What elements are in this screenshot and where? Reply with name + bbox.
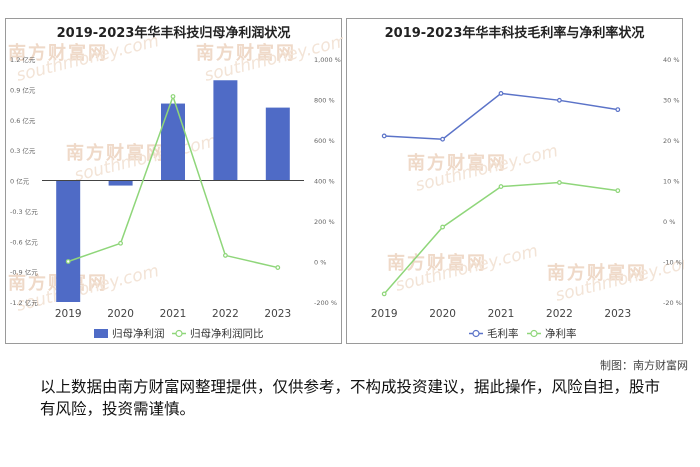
legend-swatch-marker <box>472 329 480 338</box>
line-point <box>381 291 387 297</box>
y-tick-right: 800 % <box>314 97 335 105</box>
y-tick-left: 0 亿元 <box>10 177 30 186</box>
legend-swatch-marker <box>530 329 538 338</box>
x-tick-label: 2023 <box>264 308 291 320</box>
y-tick-right: -10 % <box>663 259 682 267</box>
watermark-brand: 南方财富网 <box>387 252 487 274</box>
line-point <box>498 184 504 189</box>
y-tick-right: -20 % <box>663 299 682 307</box>
watermark-brand: 南方财富网 <box>8 42 108 64</box>
x-tick-label: 2020 <box>429 308 456 320</box>
bar <box>108 180 133 186</box>
bar <box>161 103 185 181</box>
y-tick-right: 30 % <box>663 97 680 105</box>
y-tick-right: 20 % <box>663 137 680 145</box>
y-tick-right: 40 % <box>663 56 680 64</box>
profit-chart-panel: 2019-2023年华丰科技归母净利润状况 南方财富网 southmoney.co… <box>5 18 343 344</box>
margin-chart-panel: 2019-2023年华丰科技毛利率与净利率状况 南方财富网 southmoney.… <box>346 18 684 344</box>
y-tick-right: 400 % <box>314 178 335 186</box>
line-point <box>222 253 228 258</box>
x-tick-label: 2021 <box>160 308 187 320</box>
y-tick-left: -0.3 亿元 <box>10 207 38 216</box>
chart-title: 2019-2023年华丰科技毛利率与净利率状况 <box>384 26 645 41</box>
x-tick-label: 2023 <box>604 308 631 320</box>
y-tick-right: 200 % <box>314 218 335 226</box>
watermark-brand: 南方财富网 <box>66 142 166 164</box>
x-tick-label: 2022 <box>212 308 239 320</box>
legend-label: 净利率 <box>545 327 577 340</box>
line-point <box>65 259 71 264</box>
x-tick-label: 2022 <box>546 308 573 320</box>
line-point <box>381 133 387 139</box>
bar <box>56 180 81 302</box>
chart-title: 2019-2023年华丰科技归母净利润状况 <box>56 26 291 41</box>
bar <box>265 107 290 181</box>
x-tick-label: 2019 <box>55 308 82 320</box>
series-line <box>384 92 618 140</box>
legend-label: 归母净利润同比 <box>190 327 264 340</box>
line-point <box>440 136 445 142</box>
y-tick-right: 600 % <box>314 137 335 145</box>
legend-label: 归母净利润 <box>112 327 165 340</box>
line-point <box>440 224 445 230</box>
legend-label: 毛利率 <box>487 327 519 340</box>
y-tick-right: 10 % <box>663 178 680 186</box>
line-point <box>556 180 562 185</box>
y-tick-left: 0.9 亿元 <box>10 85 36 94</box>
x-tick-label: 2020 <box>107 308 134 320</box>
y-tick-right: 0 % <box>314 259 326 267</box>
y-tick-left: 0.3 亿元 <box>10 146 36 155</box>
line-point <box>498 91 504 96</box>
watermark-brand: 南方财富网 <box>547 262 647 284</box>
chart-credit: 制图：南方财富网 <box>600 359 688 372</box>
line-point <box>275 265 281 270</box>
y-tick-right: 0 % <box>663 218 675 226</box>
legend-swatch-marker <box>175 329 183 338</box>
watermark-brand: 南方财富网 <box>407 152 507 174</box>
disclaimer-text: 以上数据由南方财富网整理提供，仅供参考，不构成投资建议，据此操作，风险自担，股市… <box>40 378 661 418</box>
y-tick-right: 1,000 % <box>314 56 341 64</box>
y-tick-right: -200 % <box>314 299 337 307</box>
y-tick-left: 0.6 亿元 <box>10 116 36 125</box>
legend-swatch-bar <box>94 329 108 338</box>
line-point <box>615 188 621 194</box>
line-point <box>118 240 123 246</box>
watermark-brand: 南方财富网 <box>196 42 296 64</box>
line-point <box>170 94 176 99</box>
x-tick-label: 2019 <box>371 308 398 320</box>
y-tick-left: 1.2 亿元 <box>10 55 36 64</box>
y-tick-left: -0.9 亿元 <box>10 268 38 277</box>
line-point <box>556 97 562 103</box>
line-point <box>615 107 621 113</box>
y-tick-left: -1.2 亿元 <box>10 298 38 307</box>
x-tick-label: 2021 <box>488 308 515 320</box>
bar <box>213 80 238 181</box>
y-tick-left: -0.6 亿元 <box>10 237 38 246</box>
